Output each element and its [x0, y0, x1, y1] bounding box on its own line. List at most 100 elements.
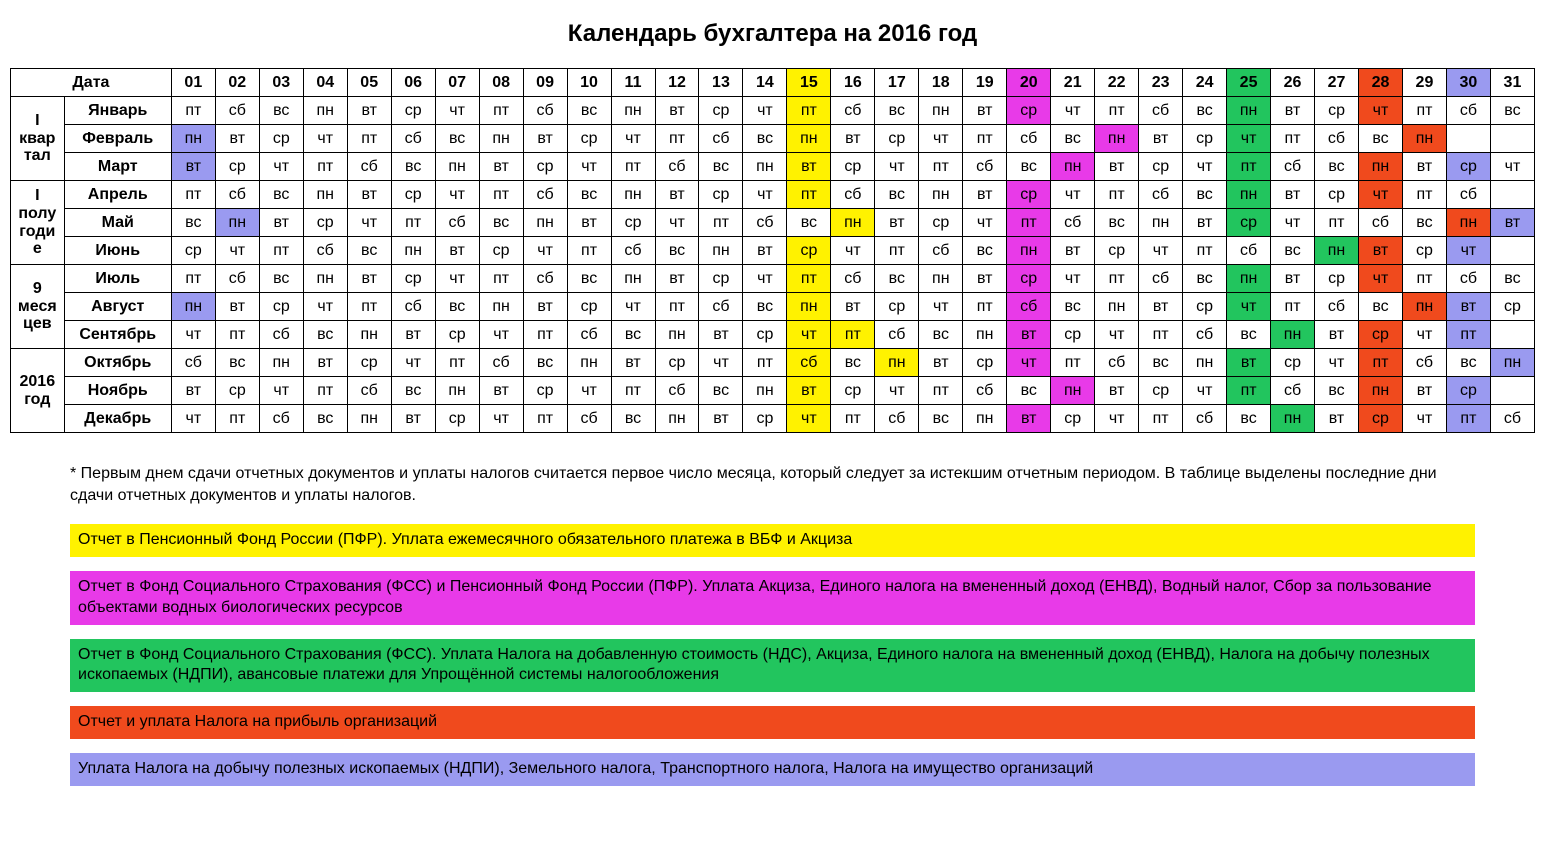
- header-day-14: 14: [743, 69, 787, 97]
- row-nov: Ноябрьвтсрчтптсбвспнвтсрчтптсбвспнвтсрчт…: [11, 377, 1535, 405]
- cell-oct-29: сб: [1402, 349, 1446, 377]
- cell-oct-2: вс: [215, 349, 259, 377]
- header-day-03: 03: [259, 69, 303, 97]
- cell-nov-6: вс: [391, 377, 435, 405]
- cell-dec-10: сб: [567, 405, 611, 433]
- cell-jun-8: ср: [479, 237, 523, 265]
- cell-jul-7: чт: [435, 265, 479, 293]
- cell-mar-5: сб: [347, 153, 391, 181]
- cell-apr-10: вс: [567, 181, 611, 209]
- cell-jun-3: пт: [259, 237, 303, 265]
- cell-apr-12: вт: [655, 181, 699, 209]
- cell-apr-17: вс: [875, 181, 919, 209]
- cell-feb-2: вт: [215, 125, 259, 153]
- cell-aug-3: ср: [259, 293, 303, 321]
- cell-jan-29: пт: [1402, 97, 1446, 125]
- cell-nov-28: пн: [1359, 377, 1403, 405]
- cell-jul-12: вт: [655, 265, 699, 293]
- cell-jul-9: сб: [523, 265, 567, 293]
- cell-apr-18: пн: [919, 181, 963, 209]
- cell-feb-29: пн: [1402, 125, 1446, 153]
- cell-jun-22: ср: [1095, 237, 1139, 265]
- cell-sep-27: вт: [1315, 321, 1359, 349]
- cell-aug-2: вт: [215, 293, 259, 321]
- month-name-apr: Апрель: [64, 181, 171, 209]
- cell-nov-17: чт: [875, 377, 919, 405]
- cell-dec-4: вс: [303, 405, 347, 433]
- header-day-07: 07: [435, 69, 479, 97]
- cell-may-22: вс: [1095, 209, 1139, 237]
- cell-oct-6: чт: [391, 349, 435, 377]
- cell-aug-31: ср: [1490, 293, 1534, 321]
- cell-may-5: чт: [347, 209, 391, 237]
- cell-feb-16: вт: [831, 125, 875, 153]
- cell-sep-21: ср: [1051, 321, 1095, 349]
- cell-may-10: вт: [567, 209, 611, 237]
- cell-feb-22: пн: [1095, 125, 1139, 153]
- cell-jun-13: пн: [699, 237, 743, 265]
- cell-may-28: сб: [1359, 209, 1403, 237]
- cell-dec-18: вс: [919, 405, 963, 433]
- row-jun: Июньсрчтптсбвспнвтсрчтптсбвспнвтсрчтптсб…: [11, 237, 1535, 265]
- legend-row-3: Отчет и уплата Налога на прибыль организ…: [70, 706, 1475, 739]
- cell-apr-29: пт: [1402, 181, 1446, 209]
- cell-aug-12: пт: [655, 293, 699, 321]
- cell-jun-17: пт: [875, 237, 919, 265]
- cell-oct-8: сб: [479, 349, 523, 377]
- row-mar: Мартвтсрчтптсбвспнвтсрчтптсбвспнвтсрчтпт…: [11, 153, 1535, 181]
- cell-jul-19: вт: [963, 265, 1007, 293]
- cell-nov-8: вт: [479, 377, 523, 405]
- row-jul: 9месяцевИюльптсбвспнвтсрчтптсбвспнвтсрчт…: [11, 265, 1535, 293]
- cell-apr-1: пт: [171, 181, 215, 209]
- cell-jun-15: ср: [787, 237, 831, 265]
- cell-mar-17: чт: [875, 153, 919, 181]
- header-day-21: 21: [1051, 69, 1095, 97]
- header-day-29: 29: [1402, 69, 1446, 97]
- cell-dec-31: сб: [1490, 405, 1534, 433]
- cell-jan-2: сб: [215, 97, 259, 125]
- cell-feb-18: чт: [919, 125, 963, 153]
- cell-feb-23: вт: [1139, 125, 1183, 153]
- cell-apr-28: чт: [1359, 181, 1403, 209]
- cell-jul-18: пн: [919, 265, 963, 293]
- cell-jul-13: ср: [699, 265, 743, 293]
- cell-sep-11: вс: [611, 321, 655, 349]
- cell-aug-7: вс: [435, 293, 479, 321]
- cell-may-8: вс: [479, 209, 523, 237]
- cell-jun-1: ср: [171, 237, 215, 265]
- cell-aug-22: пн: [1095, 293, 1139, 321]
- group-label: 2016год: [11, 349, 65, 433]
- cell-feb-30: [1446, 125, 1490, 153]
- cell-sep-24: сб: [1183, 321, 1227, 349]
- month-name-oct: Октябрь: [64, 349, 171, 377]
- cell-oct-9: вс: [523, 349, 567, 377]
- cell-jun-7: вт: [435, 237, 479, 265]
- cell-jun-12: вс: [655, 237, 699, 265]
- cell-aug-20: сб: [1007, 293, 1051, 321]
- cell-jul-14: чт: [743, 265, 787, 293]
- cell-apr-26: вт: [1271, 181, 1315, 209]
- month-name-jun: Июнь: [64, 237, 171, 265]
- cell-sep-9: пт: [523, 321, 567, 349]
- cell-feb-5: пт: [347, 125, 391, 153]
- cell-jan-30: сб: [1446, 97, 1490, 125]
- cell-aug-21: вс: [1051, 293, 1095, 321]
- cell-aug-19: пт: [963, 293, 1007, 321]
- cell-jul-17: вс: [875, 265, 919, 293]
- cell-jun-16: чт: [831, 237, 875, 265]
- cell-dec-26: пн: [1271, 405, 1315, 433]
- header-day-04: 04: [303, 69, 347, 97]
- cell-dec-14: ср: [743, 405, 787, 433]
- row-oct: 2016годОктябрьсбвспнвтсрчтптсбвспнвтсрчт…: [11, 349, 1535, 377]
- cell-apr-27: ср: [1315, 181, 1359, 209]
- cell-mar-6: вс: [391, 153, 435, 181]
- cell-nov-1: вт: [171, 377, 215, 405]
- cell-dec-11: вс: [611, 405, 655, 433]
- cell-oct-3: пн: [259, 349, 303, 377]
- cell-sep-20: вт: [1007, 321, 1051, 349]
- cell-apr-14: чт: [743, 181, 787, 209]
- cell-mar-9: ср: [523, 153, 567, 181]
- cell-dec-30: пт: [1446, 405, 1490, 433]
- cell-may-17: вт: [875, 209, 919, 237]
- cell-mar-31: чт: [1490, 153, 1534, 181]
